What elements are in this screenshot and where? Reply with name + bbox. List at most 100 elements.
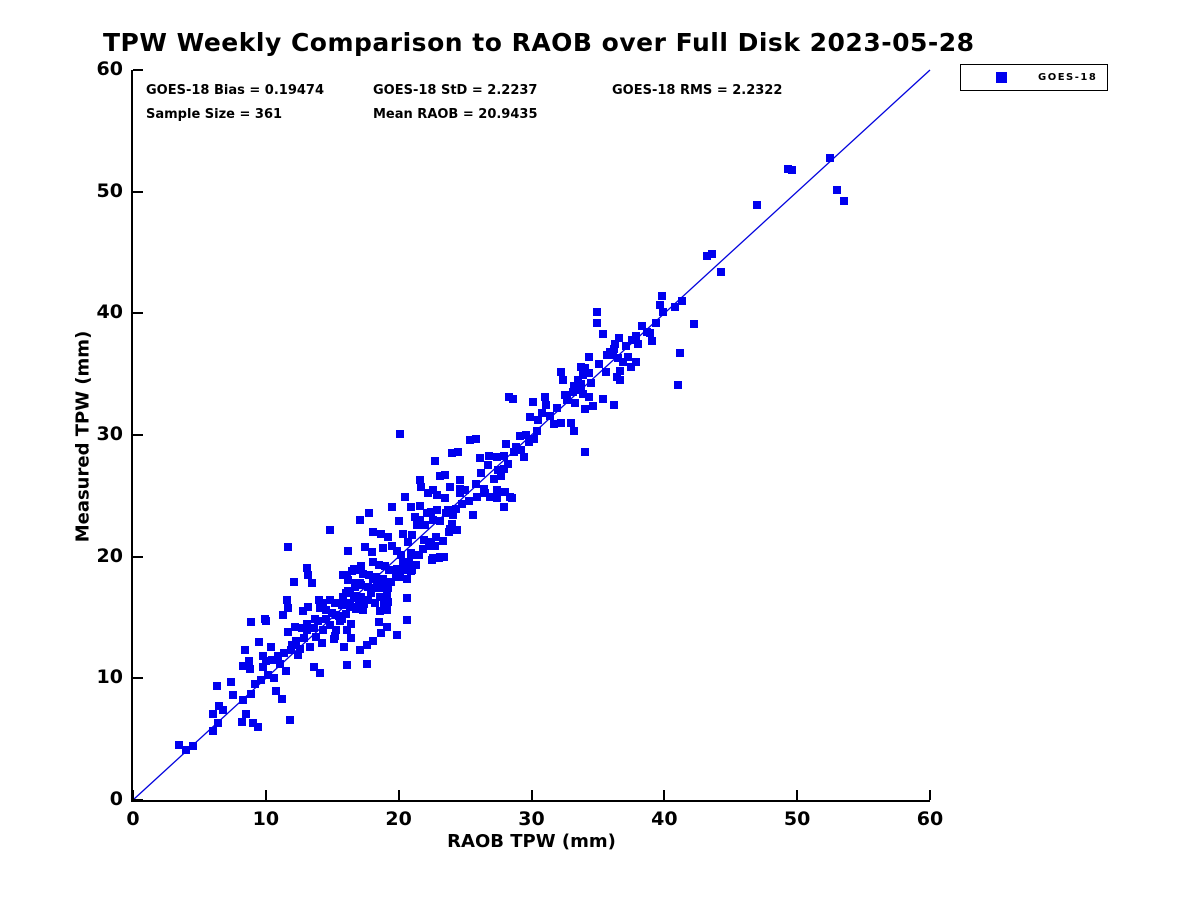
data-point: [280, 648, 289, 657]
data-point: [421, 521, 430, 530]
y-tick-mark: [133, 677, 143, 680]
data-point: [214, 719, 222, 728]
data-point: [344, 575, 353, 584]
data-point: [492, 485, 501, 494]
data-point: [388, 541, 397, 550]
data-point: [601, 367, 610, 376]
data-point: [542, 400, 551, 409]
data-point: [303, 563, 311, 572]
data-point: [559, 376, 568, 385]
data-point: [787, 165, 796, 174]
data-point: [624, 353, 633, 362]
data-point: [330, 598, 339, 607]
y-tick-label: 60: [96, 58, 123, 80]
stat-mean-raob-text: Mean RAOB = 20.9435: [373, 107, 538, 122]
data-point: [563, 395, 572, 404]
data-point: [330, 631, 339, 640]
x-tick-mark: [530, 790, 533, 800]
data-point: [321, 606, 330, 615]
data-point: [382, 606, 391, 615]
y-tick-mark: [133, 434, 143, 436]
data-point: [599, 330, 608, 339]
data-point: [372, 573, 381, 582]
data-point: [490, 474, 499, 483]
data-point: [291, 623, 300, 632]
data-point: [616, 366, 625, 375]
data-point: [413, 521, 422, 530]
data-point: [447, 449, 456, 458]
data-point: [833, 186, 842, 195]
data-point: [481, 489, 489, 498]
data-point: [516, 445, 525, 454]
data-point: [550, 420, 559, 429]
data-point: [435, 472, 444, 481]
data-point: [613, 354, 622, 363]
x-tick-mark: [397, 790, 400, 800]
data-point: [373, 580, 382, 589]
data-point: [362, 641, 371, 650]
data-point: [530, 434, 539, 443]
data-point: [608, 350, 617, 359]
data-point: [429, 485, 438, 494]
data-point: [297, 624, 306, 633]
data-point: [386, 578, 395, 587]
data-point: [429, 516, 438, 525]
data-point: [378, 574, 387, 583]
data-point: [519, 452, 528, 461]
data-point: [283, 596, 292, 605]
data-point: [310, 614, 319, 623]
data-point: [366, 589, 375, 598]
data-point: [288, 641, 297, 650]
data-point: [365, 508, 374, 517]
data-point: [471, 434, 480, 443]
data-point: [702, 252, 711, 261]
data-point: [284, 542, 293, 551]
data-point: [645, 328, 654, 337]
data-point: [248, 719, 257, 728]
y-tick-label: 0: [109, 788, 123, 810]
data-point: [241, 709, 250, 718]
data-point: [394, 564, 403, 573]
data-point: [429, 553, 438, 562]
legend-marker-square-icon: [996, 72, 1007, 83]
data-point: [571, 399, 580, 408]
data-point: [376, 607, 385, 616]
data-point: [272, 686, 281, 695]
data-point: [418, 545, 427, 554]
data-point: [358, 606, 367, 615]
data-point: [499, 465, 508, 474]
data-point: [399, 564, 408, 573]
data-point: [615, 333, 624, 342]
data-point: [269, 674, 278, 683]
data-point: [499, 451, 508, 460]
data-point: [337, 601, 346, 610]
data-point: [293, 651, 302, 660]
data-point: [580, 364, 589, 373]
data-point: [340, 642, 349, 651]
data-point: [431, 533, 440, 542]
data-point: [279, 611, 288, 620]
y-tick-mark: [133, 312, 143, 315]
data-point: [264, 670, 273, 679]
data-point: [648, 337, 657, 346]
data-point: [325, 596, 334, 605]
data-point: [445, 528, 454, 537]
data-point: [621, 342, 630, 351]
data-point: [426, 507, 435, 516]
data-point: [300, 634, 309, 643]
data-point: [365, 570, 374, 579]
data-point: [839, 197, 848, 206]
data-point: [619, 358, 628, 366]
data-point: [526, 412, 535, 421]
x-axis-spine: [131, 800, 930, 802]
data-point: [410, 512, 419, 521]
data-point: [281, 667, 290, 676]
data-point: [609, 400, 618, 409]
chart-title: TPW Weekly Comparison to RAOB over Full …: [103, 28, 975, 57]
data-point: [453, 525, 462, 534]
data-point: [659, 308, 667, 317]
data-point: [546, 411, 555, 420]
data-point: [342, 625, 351, 634]
data-point: [369, 557, 378, 566]
data-point: [325, 525, 334, 534]
